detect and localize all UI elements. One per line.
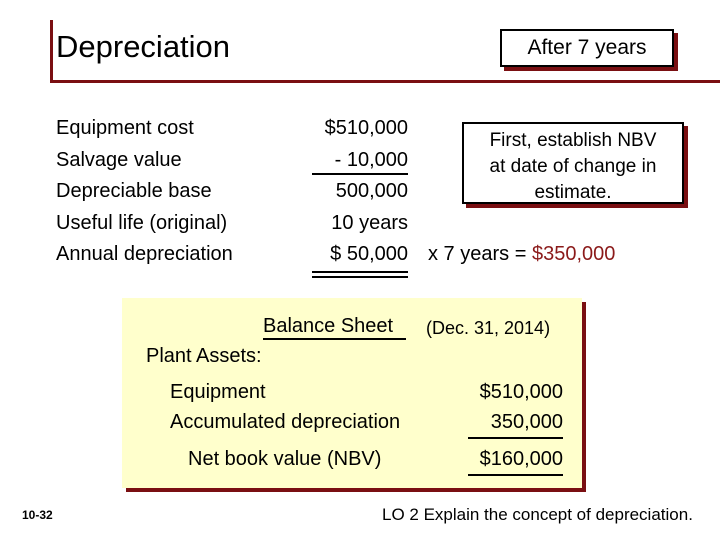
label-salvage-value: Salvage value [56,148,182,171]
plant-assets-heading: Plant Assets: [146,345,262,367]
note-line-3: estimate. [534,182,612,203]
label-useful-life: Useful life (original) [56,211,228,234]
slide-number: 10-32 [22,508,53,522]
nbv-total-rule [468,474,563,476]
calc-multiplier: x 7 years = [428,243,527,265]
accumulated-depreciation-amount: 350,000 [490,411,563,433]
note-line-2: at date of change in [489,156,657,177]
note-line-1: First, establish NBV [489,130,657,151]
value-equipment-cost: $510,000 [324,117,408,139]
total-rule-lower [312,276,408,278]
label-depreciable-base: Depreciable base [56,180,212,202]
label-annual-depreciation: Annual depreciation [56,243,233,265]
computation-values: $510,000 - 10,000 500,000 10 years $ 50,… [300,113,408,271]
value-useful-life: 10 years [331,211,408,234]
value-salvage-value: - 10,000 [334,148,408,171]
after-years-tag-label: After 7 years [527,36,647,59]
slide-title: Depreciation [56,29,231,64]
title-left-rule [50,20,53,82]
balance-sheet-date: (Dec. 31, 2014) [426,318,551,338]
after-years-tag: After 7 years [500,29,674,67]
value-annual-depreciation: $ 50,000 [330,243,408,265]
nbv-amount: $160,000 [479,448,563,470]
equipment-amount: $510,000 [479,381,563,403]
value-depreciable-base: 500,000 [335,180,408,202]
learning-objective: LO 2 Explain the concept of depreciation… [382,505,693,524]
nbv-subtotal-rule [468,437,563,439]
equipment-label: Equipment [170,381,266,403]
balance-sheet-title: Balance Sheet [263,315,394,337]
computation-labels: Equipment cost Salvage value Depreciable… [56,113,233,271]
title-underline-rule [50,80,720,83]
accumulated-calculation: x 7 years = $350,000 [428,240,615,268]
subtotal-rule [312,173,408,175]
label-equipment-cost: Equipment cost [56,117,194,139]
total-rule-upper [312,271,408,273]
balance-sheet-title-underline [263,338,406,340]
nbv-note-box: First, establish NBV at date of change i… [462,122,684,204]
nbv-label: Net book value (NBV) [188,448,382,470]
calc-result: $350,000 [531,243,616,265]
accumulated-depreciation-label: Accumulated depreciation [170,411,401,433]
balance-sheet-panel [122,298,582,488]
